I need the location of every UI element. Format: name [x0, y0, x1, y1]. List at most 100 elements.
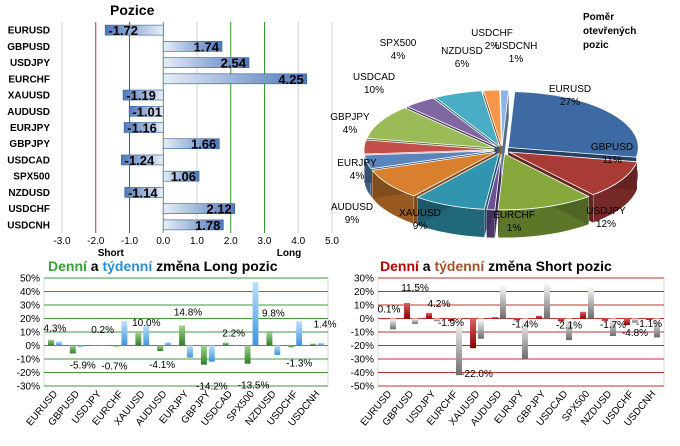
bar	[162, 219, 224, 231]
y-tick-label: -30%	[351, 355, 374, 366]
bar	[162, 203, 236, 214]
pie-label-pct: 12%	[596, 219, 616, 230]
chart-title-part: a	[87, 258, 103, 274]
bar	[187, 345, 193, 358]
bar	[91, 345, 98, 347]
bar	[514, 318, 520, 321]
bar-value-label: 2.54	[221, 56, 247, 71]
pie-label-name: SPX500	[380, 38, 417, 49]
bar	[200, 345, 207, 365]
bar	[266, 332, 273, 346]
bar	[162, 57, 250, 68]
bar	[566, 318, 572, 341]
bar	[544, 282, 550, 319]
pozice-chart: Pozice -3.0 -2.0 -1.0 0.0 1.0 2.0 3.0 4.0 5.0 Shor…	[7, 2, 339, 259]
data-label: -22.0%	[461, 369, 493, 380]
bar	[404, 302, 410, 319]
bar	[99, 344, 106, 346]
pie-title-line: otevřených	[583, 26, 636, 37]
data-label: -1.7%	[600, 320, 626, 331]
bar	[165, 342, 172, 346]
bar	[522, 318, 528, 359]
pie-chart: Poměr otevřených pozic EURUSD 27% GBPUSD 11% US…	[330, 12, 639, 239]
x-tick-label: 1.0	[190, 236, 204, 247]
y-tick-label: 10%	[354, 301, 374, 312]
pie-slice	[500, 89, 510, 147]
bar	[412, 318, 418, 324]
bar	[121, 154, 164, 166]
bar-value-label: -1.19	[126, 88, 156, 103]
pie-slice	[364, 150, 495, 170]
data-label: 2.2%	[222, 329, 245, 340]
data-label: -5.9%	[70, 360, 96, 371]
pie-slice	[482, 89, 502, 147]
data-label: 1.4%	[314, 320, 337, 331]
data-label: -0.7%	[101, 361, 127, 372]
y-tick-label: 20%	[354, 287, 374, 298]
bar	[121, 321, 128, 346]
y-tick-label: -30%	[17, 382, 40, 393]
bar	[157, 345, 164, 352]
x-tick-label: 5.0	[325, 236, 339, 247]
pie-label-pct: 4%	[391, 51, 406, 62]
category-label: EURCHF	[8, 74, 50, 85]
pie-slice-wall	[502, 90, 509, 175]
bar-value-label: 1.66	[191, 137, 216, 152]
bar	[208, 345, 215, 362]
x-tick-label: -3.0	[53, 236, 71, 247]
chart-title: Pozice	[110, 2, 155, 18]
bar-value-label: -1.14	[128, 185, 158, 200]
bar	[602, 318, 608, 321]
chart-title-part: změna Long pozic	[152, 258, 277, 274]
pie-label-name: USDCAD	[353, 72, 395, 83]
pie-slice	[366, 107, 496, 149]
bar	[318, 342, 324, 346]
pie-slice	[416, 152, 500, 210]
bar	[135, 332, 142, 346]
category-label: EURJPY	[10, 123, 50, 134]
pie-label-name: GBPJPY	[330, 112, 370, 123]
bar	[654, 318, 660, 338]
category-label: USDCNH	[7, 220, 50, 231]
bar-value-label: 1.06	[171, 169, 196, 184]
bar	[123, 122, 164, 133]
data-label: 4.2%	[428, 299, 451, 310]
y-tick-label: 10%	[20, 328, 40, 339]
bar-value-label: 4.25	[278, 72, 303, 87]
x-tick-label: 3.0	[258, 236, 272, 247]
category-label: AUDUSD	[7, 107, 50, 118]
pie-slice	[434, 90, 501, 148]
category-label: USDJPY	[10, 58, 50, 69]
chart-title-part: Denní	[48, 258, 88, 274]
bar	[500, 284, 506, 319]
pie-label-pct: 9%	[345, 215, 360, 226]
data-label: -1.3%	[286, 358, 312, 369]
short-change-chart: Denní a týdenní změna Short pozic -50% -40…	[351, 258, 665, 429]
y-tick-label: 40%	[20, 287, 40, 298]
data-label: -14.2%	[196, 382, 228, 393]
bar	[128, 105, 164, 117]
bar	[69, 345, 76, 354]
bar	[179, 325, 185, 346]
pie-label-pct: 4%	[350, 171, 365, 182]
pie-label-name: NZDUSD	[441, 46, 483, 57]
y-tick-label: -50%	[351, 382, 374, 393]
y-tick-label: 0%	[360, 314, 375, 325]
bar	[252, 282, 259, 346]
category-label: NZDUSD	[8, 188, 50, 199]
pie-slice	[406, 97, 498, 148]
bar-value-label: 2.12	[206, 202, 231, 217]
long-label: Long	[277, 248, 301, 259]
bar	[274, 345, 281, 355]
bar	[470, 318, 476, 349]
data-label: 4.3%	[44, 324, 67, 335]
y-tick-label: 30%	[20, 301, 40, 312]
bar	[624, 318, 630, 325]
bar	[390, 318, 396, 330]
pie-title-line: pozic	[583, 40, 609, 51]
pie-label-pct: 27%	[560, 97, 580, 108]
bar	[434, 318, 440, 322]
bar	[632, 318, 638, 323]
data-label: -13.5%	[238, 381, 270, 392]
